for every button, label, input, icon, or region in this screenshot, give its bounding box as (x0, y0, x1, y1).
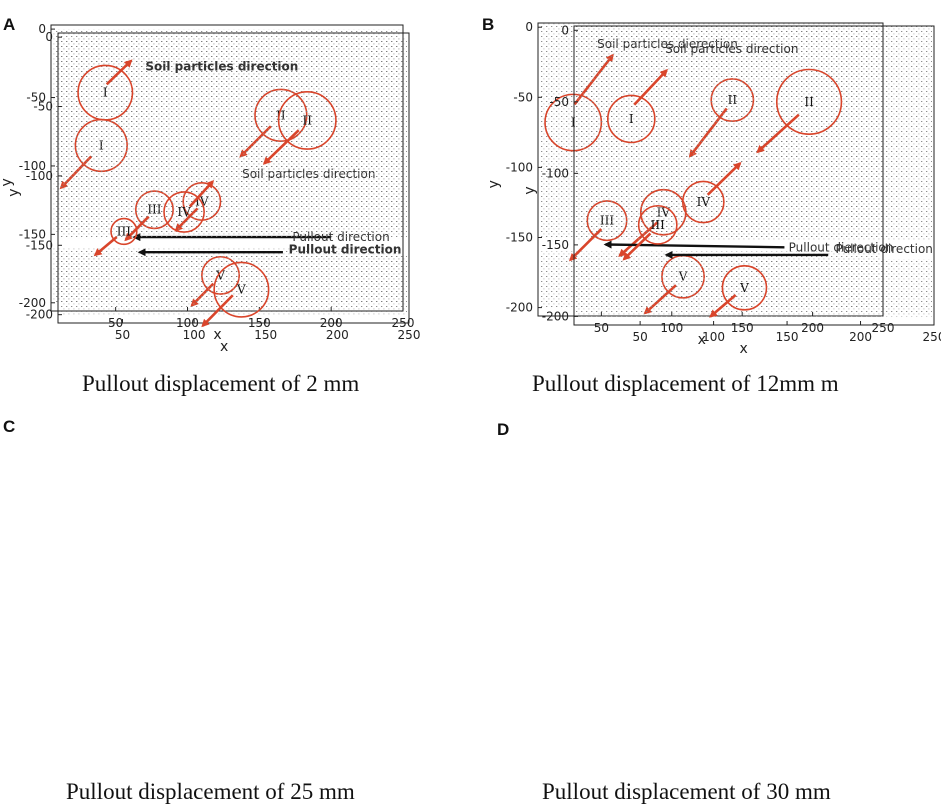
y-tick-label: 0 (525, 20, 533, 34)
particle-arrow (105, 59, 133, 86)
particle-arrow (93, 235, 118, 257)
region-circle-i (606, 94, 656, 144)
x-axis-label: x (698, 332, 706, 348)
y-tick-label: -200 (26, 308, 53, 322)
particle-arrow (262, 129, 300, 165)
y-axis-label: y (6, 188, 22, 196)
particle-arrow (188, 179, 215, 208)
x-axis-label: x (220, 339, 228, 355)
annotation-label: Soil particles direction (145, 59, 298, 73)
region-label: I (629, 112, 634, 126)
x-tick-label: 50 (632, 330, 647, 344)
region-circle-iii (637, 204, 678, 245)
panel-caption: Pullout displacement of 2 mm (82, 371, 360, 396)
panel-letter: D (497, 420, 510, 439)
x-tick-label: 250 (398, 328, 421, 342)
y-tick-label: -100 (506, 160, 533, 174)
vector-field-plot: 501001502002500-50-100-150-200xyIIIIIIIV… (522, 23, 941, 357)
region-label: II (303, 113, 313, 127)
x-tick-label: 100 (660, 321, 683, 335)
region-label: IV (177, 205, 191, 219)
region-label: IV (697, 195, 711, 209)
particle-arrow (756, 113, 800, 154)
y-tick-label: -100 (19, 159, 46, 173)
region-circle-v (213, 261, 270, 318)
particle-arrow (706, 161, 742, 196)
x-tick-label: 150 (254, 328, 277, 342)
y-tick-label: -50 (26, 91, 46, 105)
x-tick-label: 150 (731, 321, 754, 335)
panel-d: D 501001502002500-50-100-150-200xyIIIIII… (470, 23, 941, 811)
x-tick-label: 250 (923, 330, 941, 344)
panel-letter: B (482, 15, 495, 34)
region-circle-iii (110, 217, 138, 246)
particle-arrow (201, 294, 234, 328)
pullout-arrow (603, 240, 785, 249)
x-tick-label: 50 (594, 321, 609, 335)
plot-frame (573, 25, 935, 326)
panel-caption: Pullout displacement of 12mm m (532, 371, 839, 396)
panel-letter: C (3, 417, 16, 436)
region-circle-ii (775, 68, 843, 135)
vector-field-band (60, 37, 407, 239)
y-tick-label: 0 (45, 30, 53, 44)
x-tick-label: 100 (183, 328, 206, 342)
region-circle-v (721, 264, 768, 311)
annotation-label: Soil particles direction (665, 42, 798, 56)
y-tick-label: -50 (33, 100, 53, 114)
y-axis-label: y (486, 180, 502, 188)
region-circle-ii (277, 90, 337, 150)
panel-caption: Pullout displacement of 30 mm (542, 779, 831, 804)
panel-c: C 50 100 150 200 250 0 -50 -100 -150 -200 x y I II III… (0, 30, 470, 811)
particle-arrow (709, 293, 737, 318)
y-tick-label: -50 (549, 95, 569, 109)
y-tick-label: -100 (26, 169, 53, 183)
region-label: III (651, 218, 665, 232)
y-tick-label: -50 (513, 90, 533, 104)
y-tick-label: 0 (561, 23, 569, 37)
x-tick-label: 100 (702, 330, 725, 344)
x-tick-label: 200 (801, 321, 824, 335)
x-tick-label: 50 (115, 328, 130, 342)
particle-arrow (633, 68, 668, 106)
region-label: I (103, 86, 108, 100)
region-label: V (236, 283, 246, 297)
annotation-label: Pullout direction (836, 242, 933, 256)
y-tick-label: -150 (26, 238, 53, 252)
x-tick-label: 200 (326, 328, 349, 342)
region-label: I (571, 116, 576, 130)
plot-frame (57, 32, 410, 324)
y-tick-label: 0 (38, 22, 46, 36)
y-tick-label: -150 (542, 238, 569, 252)
vector-field-band (60, 255, 407, 315)
panel-caption: Pullout displacement of 25 mm (66, 779, 355, 804)
y-tick-label: -100 (542, 166, 569, 180)
x-tick-label: 150 (776, 330, 799, 344)
region-circle-iv (163, 191, 205, 233)
region-label: III (117, 224, 131, 238)
y-tick-label: -200 (542, 309, 569, 323)
y-axis-label: y (0, 178, 15, 186)
y-tick-label: -200 (19, 296, 46, 310)
particle-arrow (622, 232, 652, 261)
panel-letter: A (3, 15, 16, 34)
region-circle-i (77, 64, 134, 121)
annotation-label: Pullout dierection (789, 240, 894, 254)
vector-field-band (576, 26, 932, 241)
region-label: V (739, 281, 749, 295)
region-circle-iv (681, 180, 725, 224)
region-label: II (804, 95, 814, 109)
x-tick-label: 250 (872, 321, 895, 335)
annotation-label: Pullout direction (289, 242, 402, 256)
y-tick-label: -150 (19, 227, 46, 241)
x-tick-label: 200 (849, 330, 872, 344)
y-tick-label: -200 (506, 301, 533, 315)
y-axis-label: y (522, 186, 538, 194)
x-axis-label: x (739, 341, 747, 357)
x-axis-label: x (213, 327, 221, 343)
y-tick-label: -150 (506, 230, 533, 244)
